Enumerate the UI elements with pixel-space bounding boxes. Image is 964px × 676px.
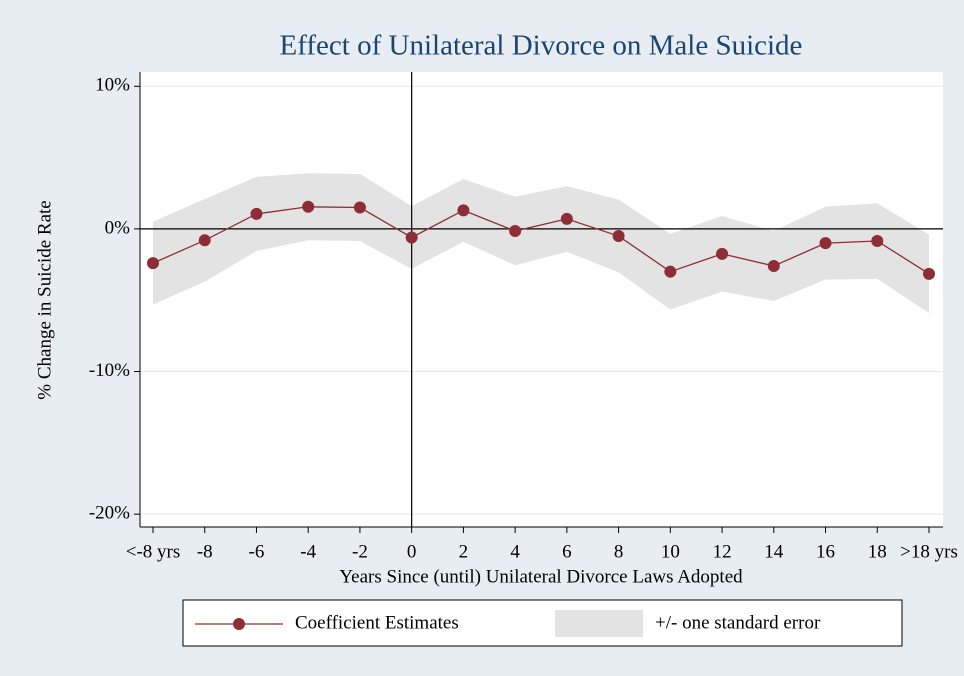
x-tick-label: 10 [661, 541, 680, 562]
x-tick-label: -8 [197, 541, 213, 562]
x-tick-label: 0 [407, 541, 417, 562]
legend-swatch [233, 618, 245, 630]
point [405, 231, 418, 244]
x-tick-label: <-8 yrs [126, 541, 181, 562]
y-axis-title: % Change in Suicide Rate [34, 200, 55, 399]
point [767, 259, 780, 272]
point [353, 201, 366, 214]
x-tick-label: -4 [300, 541, 316, 562]
point [560, 212, 573, 225]
x-tick-label: 6 [562, 541, 572, 562]
line [152, 206, 930, 275]
point [664, 265, 677, 278]
point [819, 237, 832, 250]
point [716, 247, 729, 260]
point [509, 225, 522, 238]
point [302, 200, 315, 213]
point [250, 207, 263, 220]
error-band [153, 173, 929, 314]
chart-title: Effect of Unilateral Divorce on Male Sui… [280, 30, 803, 62]
x-tick-label: 14 [764, 541, 784, 562]
point [147, 257, 159, 270]
x-axis-title: Years Since (until) Unilateral Divorce L… [339, 566, 743, 587]
y-tick-label: 10% [95, 75, 130, 96]
x-tick-label: 12 [713, 541, 732, 562]
x-tick-label: 8 [614, 541, 624, 562]
x-tick-label: 2 [459, 541, 469, 562]
legend-swatch [555, 610, 643, 637]
legend [182, 599, 903, 647]
x-tick-label: >18 yrs [900, 541, 958, 562]
plot-area [140, 72, 943, 527]
point [871, 235, 884, 248]
legend-label: Coefficient Estimates [295, 612, 459, 633]
x-tick-label: -6 [249, 541, 265, 562]
y-tick-label: -20% [89, 503, 130, 524]
x-tick-label: 16 [816, 541, 835, 562]
point [198, 234, 211, 247]
point [457, 204, 470, 217]
x-tick-label: 18 [868, 541, 887, 562]
point [612, 230, 625, 243]
y-tick-label: -10% [89, 360, 130, 381]
x-tick-label: -2 [352, 541, 368, 562]
point [923, 267, 935, 280]
y-tick-label: 0% [105, 217, 131, 238]
x-tick-label: 4 [510, 541, 520, 562]
legend-label: +/- one standard error [655, 612, 821, 633]
